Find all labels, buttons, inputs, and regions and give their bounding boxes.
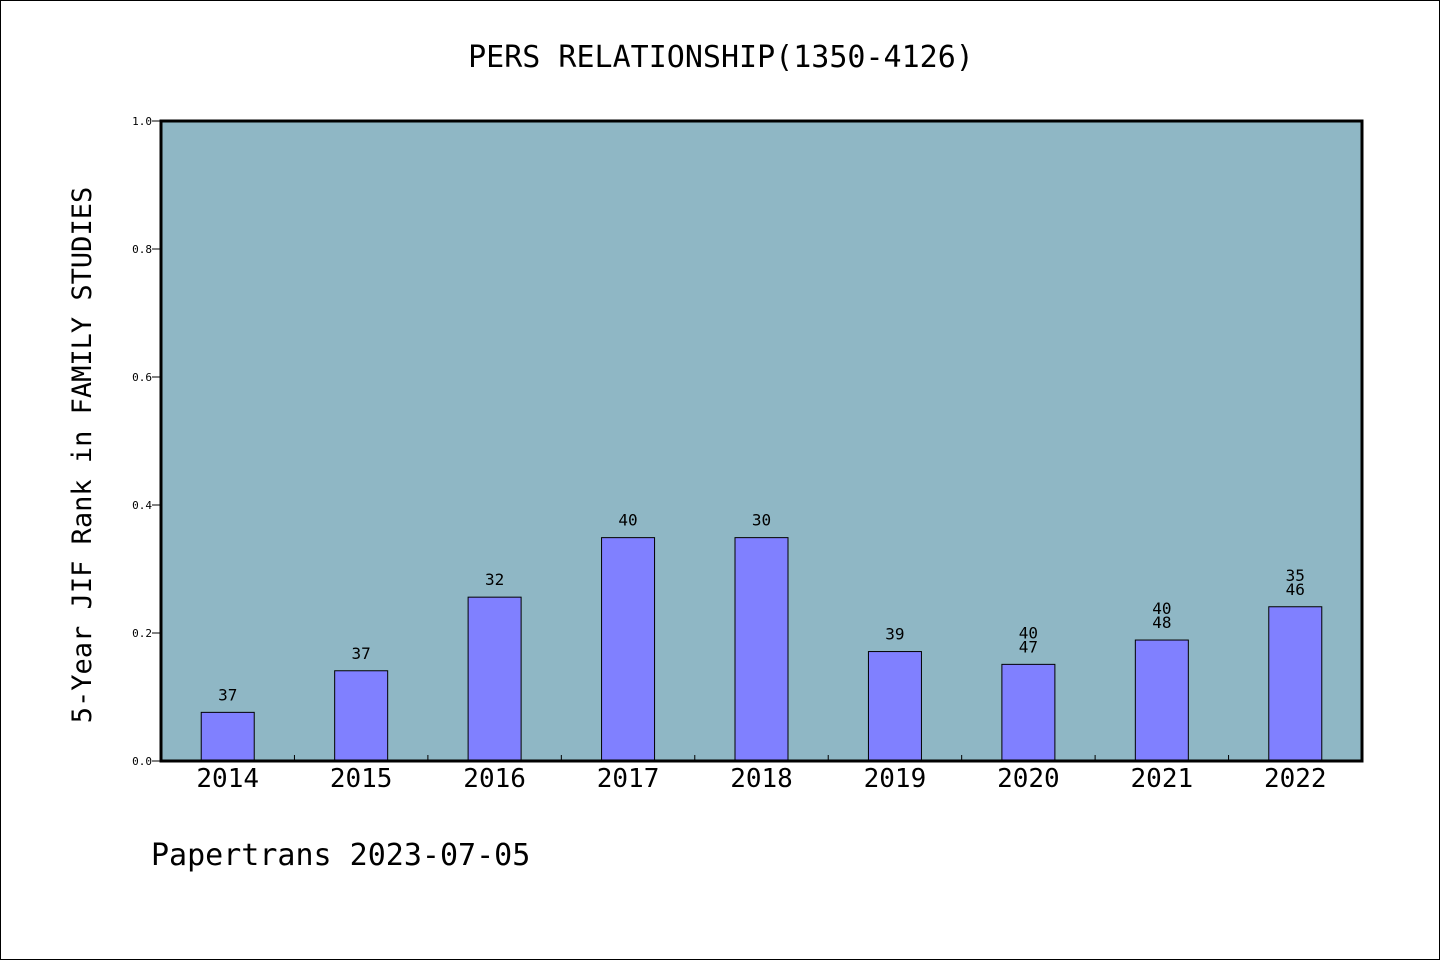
x-tick-label: 2017 [597, 764, 660, 794]
x-tick-label: 2018 [730, 764, 793, 794]
bar-2015 [334, 670, 389, 762]
bar-2017 [601, 537, 656, 762]
bar-value-label: 40 [1019, 623, 1038, 642]
y-tick-label: 0.0 [132, 755, 152, 768]
y-tick-label: 0.4 [132, 499, 152, 512]
x-tick-label: 2016 [463, 764, 526, 794]
bar-value-label: 35 [1286, 566, 1305, 585]
bar-value-label: 30 [752, 511, 771, 530]
bar-2014 [200, 711, 255, 762]
bar-2021 [1134, 639, 1189, 762]
y-tick-label: 1.0 [132, 115, 152, 128]
bar-2020 [1001, 663, 1056, 762]
bar-value-label: 40 [1152, 599, 1171, 618]
x-axis: 2014 2015 2016 2017 2018 2019 2020 2021 2022 [196, 755, 1327, 794]
x-tick-label: 2022 [1264, 764, 1327, 794]
y-tick-label: 0.2 [132, 627, 152, 640]
x-tick-label: 2015 [330, 764, 393, 794]
bar-value-label: 37 [352, 644, 371, 663]
bar-2016 [467, 596, 522, 762]
bar-2018 [734, 537, 789, 762]
x-tick-label: 2014 [196, 764, 259, 794]
bar-value-label: 47 [1019, 637, 1038, 656]
bar-2019 [867, 651, 922, 762]
bar-value-label: 40 [618, 511, 637, 530]
plot-border [159, 119, 1364, 763]
y-axis: 0.0 0.2 0.4 0.6 0.8 1.0 [132, 115, 161, 768]
y-tick-label: 0.6 [132, 371, 152, 384]
bar-value-label: 48 [1152, 613, 1171, 632]
y-axis-label: 5-Year JIF Rank in FAMILY STUDIES [67, 187, 98, 723]
x-tick-label: 2020 [997, 764, 1060, 794]
bar-value-label: 46 [1286, 580, 1305, 599]
footer-credit: Papertrans 2023-07-05 [151, 838, 530, 873]
bar-value-label: 32 [485, 570, 504, 589]
y-tick-label: 0.8 [132, 243, 152, 256]
x-tick-label: 2021 [1131, 764, 1194, 794]
bar-value-label: 39 [885, 625, 904, 644]
x-tick-label: 2019 [864, 764, 927, 794]
bar-2022 [1268, 606, 1323, 762]
bar-value-label: 37 [218, 685, 237, 704]
chart-title: PERS RELATIONSHIP(1350-4126) [468, 40, 974, 75]
